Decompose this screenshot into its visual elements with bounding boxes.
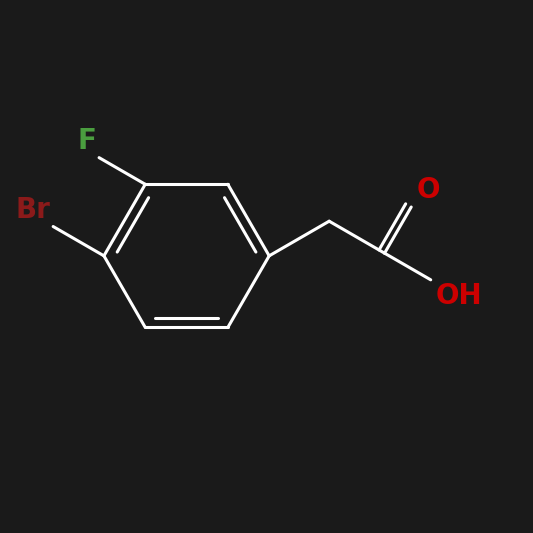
Text: F: F: [77, 127, 96, 155]
Text: OH: OH: [436, 282, 483, 311]
Text: O: O: [417, 176, 440, 204]
Text: Br: Br: [15, 196, 51, 224]
